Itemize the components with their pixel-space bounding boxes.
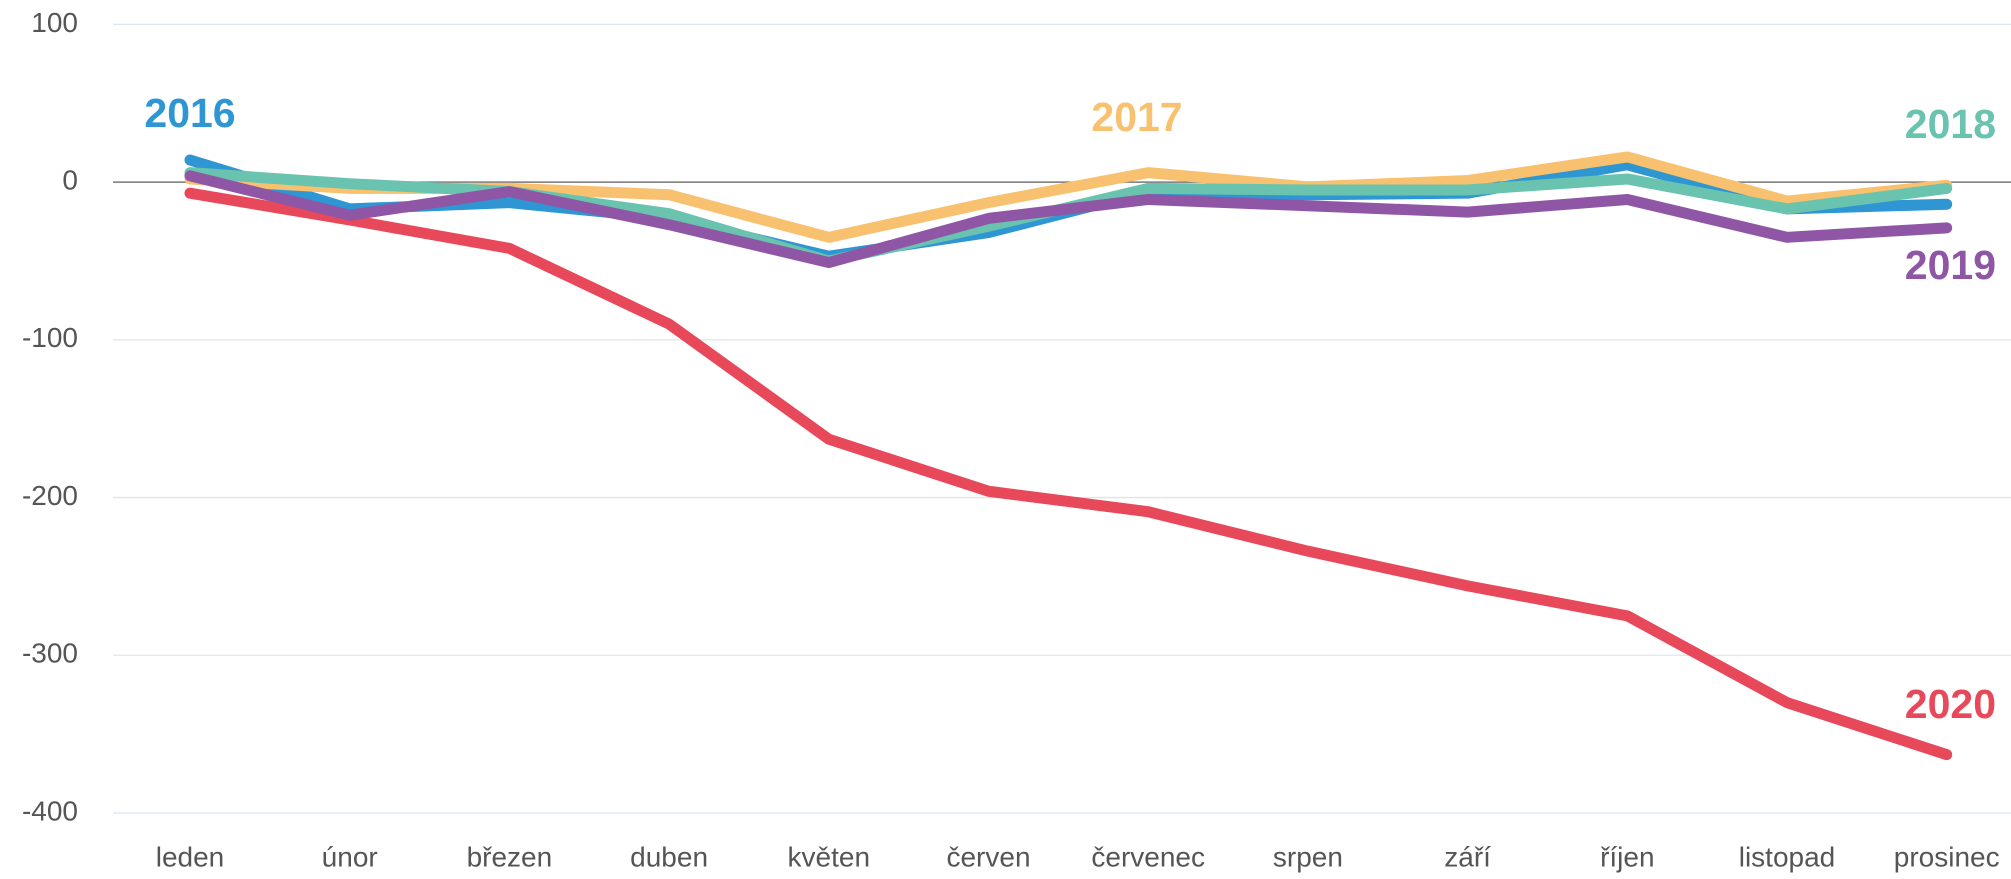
- series-label: 2020: [1905, 681, 1996, 727]
- y-tick-label: -100: [22, 322, 78, 353]
- y-tick-label: -200: [22, 480, 78, 511]
- series-label: 2017: [1091, 94, 1182, 140]
- x-tick-label: červenec: [1091, 841, 1205, 872]
- x-tick-label: leden: [156, 841, 225, 872]
- y-tick-label: 0: [62, 165, 78, 196]
- y-tick-label: 100: [31, 7, 78, 38]
- x-tick-label: červen: [946, 841, 1030, 872]
- x-tick-label: srpen: [1273, 841, 1343, 872]
- x-tick-label: květen: [788, 841, 871, 872]
- series-label: 2016: [144, 90, 235, 136]
- series-label: 2018: [1905, 101, 1996, 147]
- x-tick-label: duben: [630, 841, 708, 872]
- y-tick-label: -300: [22, 638, 78, 669]
- x-tick-label: říjen: [1600, 841, 1654, 872]
- series-label: 2019: [1905, 242, 1996, 288]
- x-tick-label: listopad: [1739, 841, 1836, 872]
- x-tick-label: březen: [467, 841, 553, 872]
- x-tick-label: únor: [322, 841, 378, 872]
- x-tick-label: září: [1444, 841, 1491, 872]
- series-line: [184, 170, 1953, 269]
- y-tick-label: -400: [22, 795, 78, 826]
- series-line: [184, 187, 1953, 761]
- x-tick-label: prosinec: [1894, 841, 2000, 872]
